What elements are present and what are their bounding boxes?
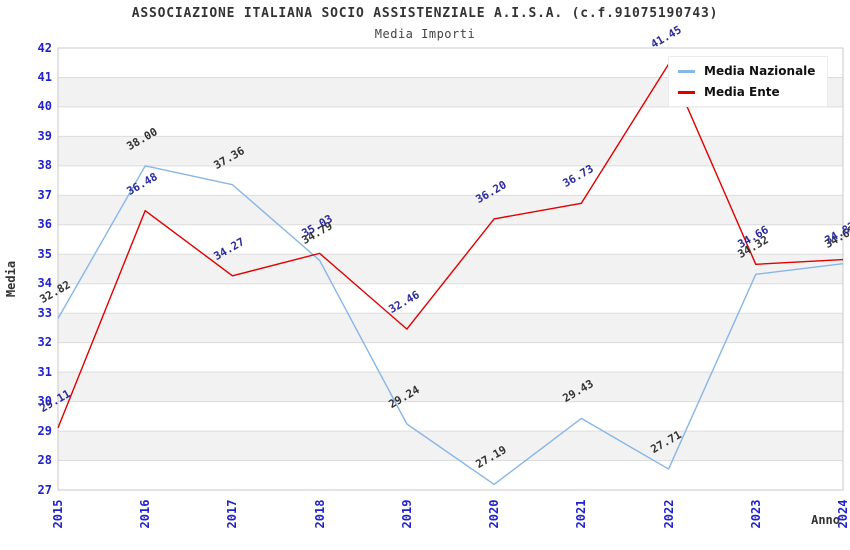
y-tick-label: 29 bbox=[37, 423, 52, 438]
y-tick-label: 40 bbox=[37, 99, 52, 114]
grid-band bbox=[58, 460, 843, 490]
y-tick-label: 31 bbox=[37, 364, 52, 379]
grid-band bbox=[58, 431, 843, 461]
legend-swatch-blue-line-icon bbox=[678, 69, 695, 73]
grid-band bbox=[58, 283, 843, 314]
x-axis-title: Anno bbox=[811, 513, 840, 527]
grid-band bbox=[58, 372, 843, 402]
grid-band bbox=[58, 401, 843, 432]
x-tick-label: 2020 bbox=[487, 499, 502, 529]
grid-band bbox=[58, 165, 843, 196]
y-tick-label: 36 bbox=[37, 217, 52, 232]
grid-band bbox=[58, 136, 843, 166]
grid-band bbox=[58, 224, 843, 255]
y-tick-label: 30 bbox=[37, 394, 52, 409]
y-tick-label: 35 bbox=[37, 246, 52, 261]
grid-band bbox=[58, 313, 843, 343]
grid-band bbox=[58, 254, 843, 284]
y-tick-label: 37 bbox=[37, 187, 52, 202]
legend-label-media-ente: Media Ente bbox=[704, 85, 780, 99]
x-tick-label: 2015 bbox=[51, 499, 65, 529]
series-line-media-nazionale bbox=[57, 165, 844, 486]
y-tick-label: 32 bbox=[37, 335, 52, 350]
chart-subtitle: Media Importi bbox=[374, 27, 476, 41]
y-tick-label: 33 bbox=[37, 305, 52, 320]
legend-label-media-nazionale: Media Nazionale bbox=[704, 64, 816, 78]
x-tick-label: 2021 bbox=[574, 499, 589, 529]
x-tick-label: 2023 bbox=[748, 499, 763, 529]
grid-band bbox=[58, 342, 843, 373]
y-tick-label: 34 bbox=[37, 276, 52, 291]
series-line-media-ente bbox=[57, 63, 844, 429]
legend-item-media-ente: Media Ente bbox=[678, 85, 815, 99]
y-tick-label: 38 bbox=[37, 158, 52, 173]
x-tick-label: 2016 bbox=[138, 499, 153, 529]
grid-band bbox=[58, 195, 843, 225]
legend-item-media-nazionale: Media Nazionale bbox=[678, 64, 815, 78]
x-tick-label: 2022 bbox=[661, 499, 676, 529]
plot-border bbox=[57, 47, 844, 491]
x-tick-label: 2019 bbox=[399, 499, 414, 529]
y-tick-label: 28 bbox=[37, 453, 52, 468]
grid-band bbox=[58, 106, 843, 137]
y-tick-label: 42 bbox=[37, 40, 52, 55]
x-tick-label: 2024 bbox=[836, 499, 850, 529]
x-tick-label: 2018 bbox=[312, 499, 327, 529]
y-tick-label: 27 bbox=[37, 482, 52, 497]
chart-title: ASSOCIAZIONE ITALIANA SOCIO ASSISTENZIAL… bbox=[131, 6, 719, 21]
y-tick-label: 39 bbox=[37, 128, 52, 143]
legend-swatch-red-line-icon bbox=[678, 90, 695, 94]
y-tick-label: 41 bbox=[37, 69, 52, 84]
legend: Media Nazionale Media Ente bbox=[668, 56, 829, 107]
x-tick-label: 2017 bbox=[225, 499, 240, 529]
